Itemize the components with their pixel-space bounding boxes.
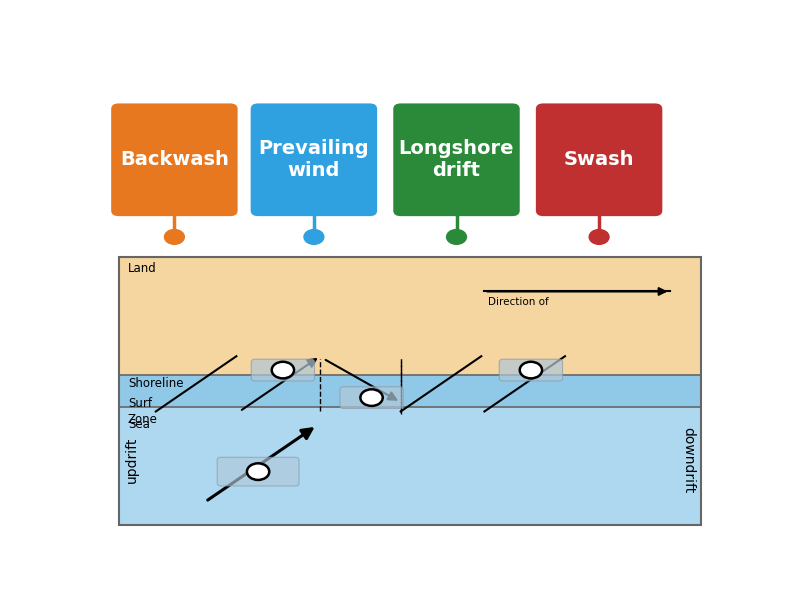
Text: Land: Land <box>128 262 157 275</box>
Text: Backwash: Backwash <box>120 150 229 169</box>
Text: Direction of: Direction of <box>487 297 548 307</box>
Text: updrift: updrift <box>126 437 139 483</box>
Circle shape <box>247 463 270 480</box>
Polygon shape <box>307 239 321 245</box>
Circle shape <box>446 230 466 244</box>
Circle shape <box>165 230 184 244</box>
FancyBboxPatch shape <box>251 359 314 381</box>
Circle shape <box>272 362 294 379</box>
Circle shape <box>589 230 609 244</box>
FancyBboxPatch shape <box>111 103 238 216</box>
Text: Longshore
drift: Longshore drift <box>398 139 514 180</box>
FancyBboxPatch shape <box>499 359 562 381</box>
Text: Prevailing
wind: Prevailing wind <box>258 139 370 180</box>
Text: downdrift: downdrift <box>681 427 694 493</box>
Polygon shape <box>167 239 182 245</box>
Polygon shape <box>450 239 463 245</box>
Bar <box>118 257 702 525</box>
Bar <box>118 257 702 375</box>
Text: Surf
Zone: Surf Zone <box>128 397 158 426</box>
Text: Swash: Swash <box>564 150 634 169</box>
Circle shape <box>520 362 542 379</box>
Polygon shape <box>592 239 606 245</box>
Text: Sea: Sea <box>128 418 150 431</box>
Bar <box>118 375 702 407</box>
Text: Shoreline: Shoreline <box>128 377 183 390</box>
FancyBboxPatch shape <box>217 457 299 486</box>
FancyBboxPatch shape <box>536 103 662 216</box>
Circle shape <box>304 230 324 244</box>
FancyBboxPatch shape <box>250 103 377 216</box>
Bar <box>118 375 702 525</box>
Circle shape <box>360 389 382 406</box>
FancyBboxPatch shape <box>340 387 403 409</box>
FancyBboxPatch shape <box>394 103 520 216</box>
